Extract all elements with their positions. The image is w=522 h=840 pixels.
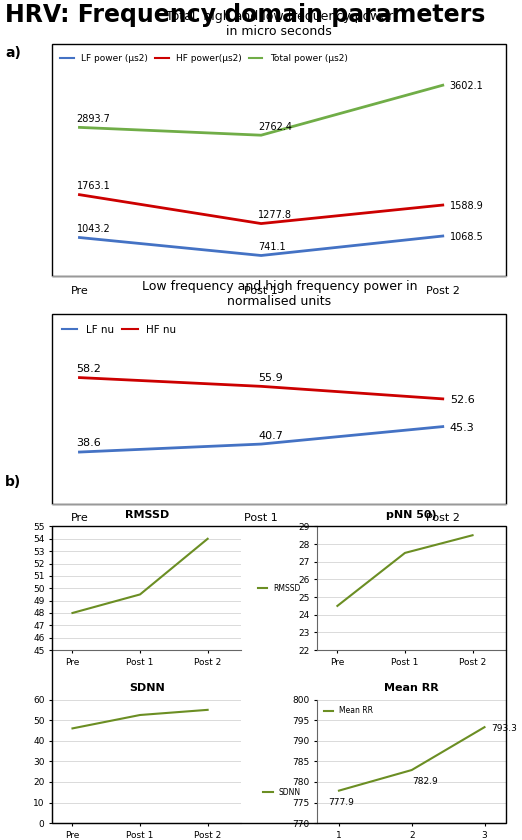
Legend: SDNN: SDNN: [260, 785, 304, 800]
Text: 40.7: 40.7: [258, 431, 283, 440]
Text: 58.2: 58.2: [77, 364, 102, 374]
Text: 1068.5: 1068.5: [450, 232, 483, 242]
Title: RMSSD: RMSSD: [125, 510, 169, 520]
Legend: RMSSD: RMSSD: [255, 580, 304, 596]
Legend: LF nu, HF nu: LF nu, HF nu: [57, 321, 180, 339]
Text: 1763.1: 1763.1: [77, 181, 111, 192]
Text: 741.1: 741.1: [258, 242, 286, 252]
Legend: LF power (μs2), HF power(μs2), Total power (μs2): LF power (μs2), HF power(μs2), Total pow…: [57, 50, 351, 66]
Title: Mean RR: Mean RR: [384, 683, 439, 693]
Title: pNN 50): pNN 50): [386, 510, 437, 520]
Text: 52.6: 52.6: [450, 395, 474, 405]
Legend: Mean RR: Mean RR: [321, 703, 376, 718]
Title: Low frequency and high frequency power in
normalised units: Low frequency and high frequency power i…: [141, 281, 417, 308]
Text: b): b): [5, 475, 21, 489]
Text: 3602.1: 3602.1: [450, 81, 483, 92]
Text: HRV: Frequency domain parameters: HRV: Frequency domain parameters: [5, 3, 485, 27]
Text: 45.3: 45.3: [450, 423, 474, 433]
Title: Total, high and low frequency power
in micro seconds: Total, high and low frequency power in m…: [165, 10, 393, 39]
Text: 2893.7: 2893.7: [77, 114, 111, 123]
Text: 782.9: 782.9: [412, 777, 437, 786]
Text: 1588.9: 1588.9: [450, 202, 483, 211]
Text: 2762.4: 2762.4: [258, 122, 292, 132]
Text: 38.6: 38.6: [77, 438, 101, 449]
Text: 55.9: 55.9: [258, 373, 283, 383]
Text: 1277.8: 1277.8: [258, 210, 292, 220]
Title: SDNN: SDNN: [129, 683, 164, 693]
Text: 793.3: 793.3: [491, 724, 517, 733]
Text: a): a): [5, 46, 21, 60]
Text: 777.9: 777.9: [328, 797, 354, 806]
Text: 1043.2: 1043.2: [77, 224, 111, 234]
